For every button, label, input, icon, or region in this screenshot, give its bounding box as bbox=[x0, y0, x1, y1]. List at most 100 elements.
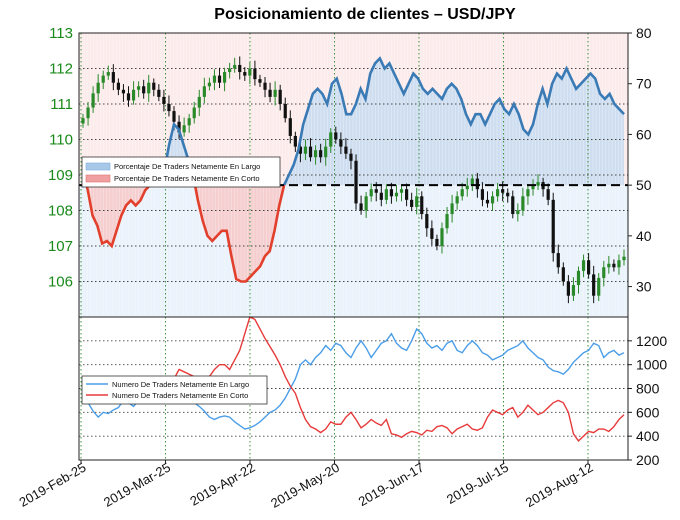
top-legend-box bbox=[81, 156, 281, 188]
candle-body bbox=[101, 75, 105, 83]
candle-body bbox=[571, 285, 576, 296]
candle-body bbox=[344, 146, 348, 154]
candle-body bbox=[561, 267, 565, 282]
candle-body bbox=[202, 86, 206, 97]
price-tick-label: 112 bbox=[49, 61, 73, 78]
candle-body bbox=[501, 189, 505, 193]
percent-axis: 30 40 50 60 70 80 bbox=[628, 25, 652, 295]
candle-body bbox=[167, 104, 171, 112]
candle-body bbox=[217, 75, 222, 83]
candle-body bbox=[526, 189, 530, 197]
candle-body bbox=[425, 214, 429, 229]
percent-tick-label: 60 bbox=[636, 126, 652, 142]
candle-body bbox=[207, 82, 212, 87]
candle-body bbox=[485, 199, 490, 204]
candle-body bbox=[273, 89, 277, 97]
candle-body bbox=[460, 189, 464, 197]
percent-tick-label: 30 bbox=[636, 279, 652, 295]
date-tick-label: 2019-May-20 bbox=[268, 460, 342, 511]
candle-body bbox=[152, 82, 156, 90]
count-tick-label: 1200 bbox=[636, 333, 667, 349]
candle-body bbox=[177, 121, 181, 133]
trader-count-panel: 200 400 600 800 1000 1200 Numero De Traders N… bbox=[78, 316, 667, 468]
date-axis: 2019-Feb-25 2019-Mar-25 2019-Apr-22 2019-Ma… bbox=[17, 460, 596, 511]
candle-body bbox=[556, 253, 560, 268]
candle-body bbox=[531, 185, 535, 190]
candle-body bbox=[253, 68, 257, 80]
long-area-fill bbox=[83, 58, 624, 186]
candle-body bbox=[263, 82, 267, 90]
candle-body bbox=[243, 72, 247, 76]
candle-body bbox=[440, 228, 444, 246]
candle-body bbox=[324, 146, 328, 158]
candle-body bbox=[475, 178, 479, 190]
candle-body bbox=[329, 132, 333, 147]
candle-body bbox=[334, 132, 338, 140]
candle-body bbox=[298, 146, 303, 154]
candle-body bbox=[248, 68, 252, 76]
candle-body bbox=[182, 125, 186, 133]
legend-count-long: Numero De Traders Netamente En Largo bbox=[112, 380, 249, 389]
count-tick-label: 1000 bbox=[636, 357, 667, 373]
candle-body bbox=[339, 139, 343, 147]
candle-body bbox=[415, 196, 419, 207]
candle-body bbox=[566, 281, 570, 296]
candle-body bbox=[212, 75, 217, 83]
date-tick-label: 2019-Jun-17 bbox=[356, 460, 427, 509]
candle-body bbox=[354, 160, 358, 204]
date-tick-label: 2019-Mar-25 bbox=[101, 460, 173, 510]
candle-body bbox=[607, 263, 611, 268]
candle-body bbox=[506, 192, 510, 197]
top-legend: Porcentaje De Traders Netamente En Largo… bbox=[81, 156, 281, 188]
price-tick-label: 106 bbox=[48, 274, 73, 291]
candle-body bbox=[147, 82, 151, 94]
candle-body bbox=[268, 89, 272, 97]
candle-body bbox=[293, 135, 297, 147]
candle-body bbox=[470, 178, 474, 186]
candle-body bbox=[490, 196, 495, 204]
date-tick-label: 2019-Jul-15 bbox=[444, 460, 511, 507]
date-tick-label: 2019-Apr-22 bbox=[187, 460, 257, 509]
price-tick-label: 107 bbox=[48, 238, 73, 255]
price-tick-label: 108 bbox=[48, 203, 73, 220]
candle-body bbox=[445, 214, 449, 229]
candle-body bbox=[96, 82, 100, 94]
candle-body bbox=[303, 146, 308, 154]
candle-body bbox=[450, 203, 454, 215]
price-tick-label: 113 bbox=[49, 25, 73, 42]
candle-body bbox=[313, 150, 318, 158]
count-axis: 200 400 600 800 1000 1200 bbox=[628, 333, 667, 468]
positioning-lines bbox=[81, 56, 625, 283]
bottom-legend: Numero De Traders Netamente En Largo Num… bbox=[81, 375, 268, 405]
candle-body bbox=[121, 89, 126, 94]
legend-swatch-short bbox=[85, 174, 111, 183]
candle-body bbox=[536, 182, 540, 186]
candle-body bbox=[612, 263, 616, 268]
candle-body bbox=[86, 107, 90, 119]
candle-body bbox=[587, 260, 591, 275]
candle-body bbox=[131, 89, 136, 101]
price-axis: 106 107 108 109 110 111 112 113 bbox=[48, 25, 73, 291]
candle-body bbox=[581, 260, 586, 271]
candle-body bbox=[389, 189, 394, 197]
candle-body bbox=[81, 118, 85, 124]
candle-body bbox=[116, 82, 120, 90]
candle-body bbox=[278, 89, 282, 104]
date-tick-label: 2019-Feb-25 bbox=[17, 460, 89, 510]
candle-body bbox=[197, 96, 201, 108]
candle-body bbox=[516, 210, 520, 215]
price-candles bbox=[81, 56, 626, 304]
bottom-legend-box bbox=[81, 375, 268, 405]
legend-label-long: Porcentaje De Traders Netamente En Largo bbox=[114, 162, 260, 171]
candle-body bbox=[495, 189, 500, 197]
candle-body bbox=[420, 196, 424, 215]
candle-body bbox=[617, 260, 621, 268]
price-tick-label: 111 bbox=[50, 96, 73, 113]
candle-body bbox=[435, 238, 439, 246]
candle-body bbox=[111, 72, 115, 83]
candle-body bbox=[379, 192, 383, 200]
candle-body bbox=[157, 89, 161, 97]
candle-body bbox=[192, 107, 196, 119]
candle-body bbox=[521, 196, 525, 211]
